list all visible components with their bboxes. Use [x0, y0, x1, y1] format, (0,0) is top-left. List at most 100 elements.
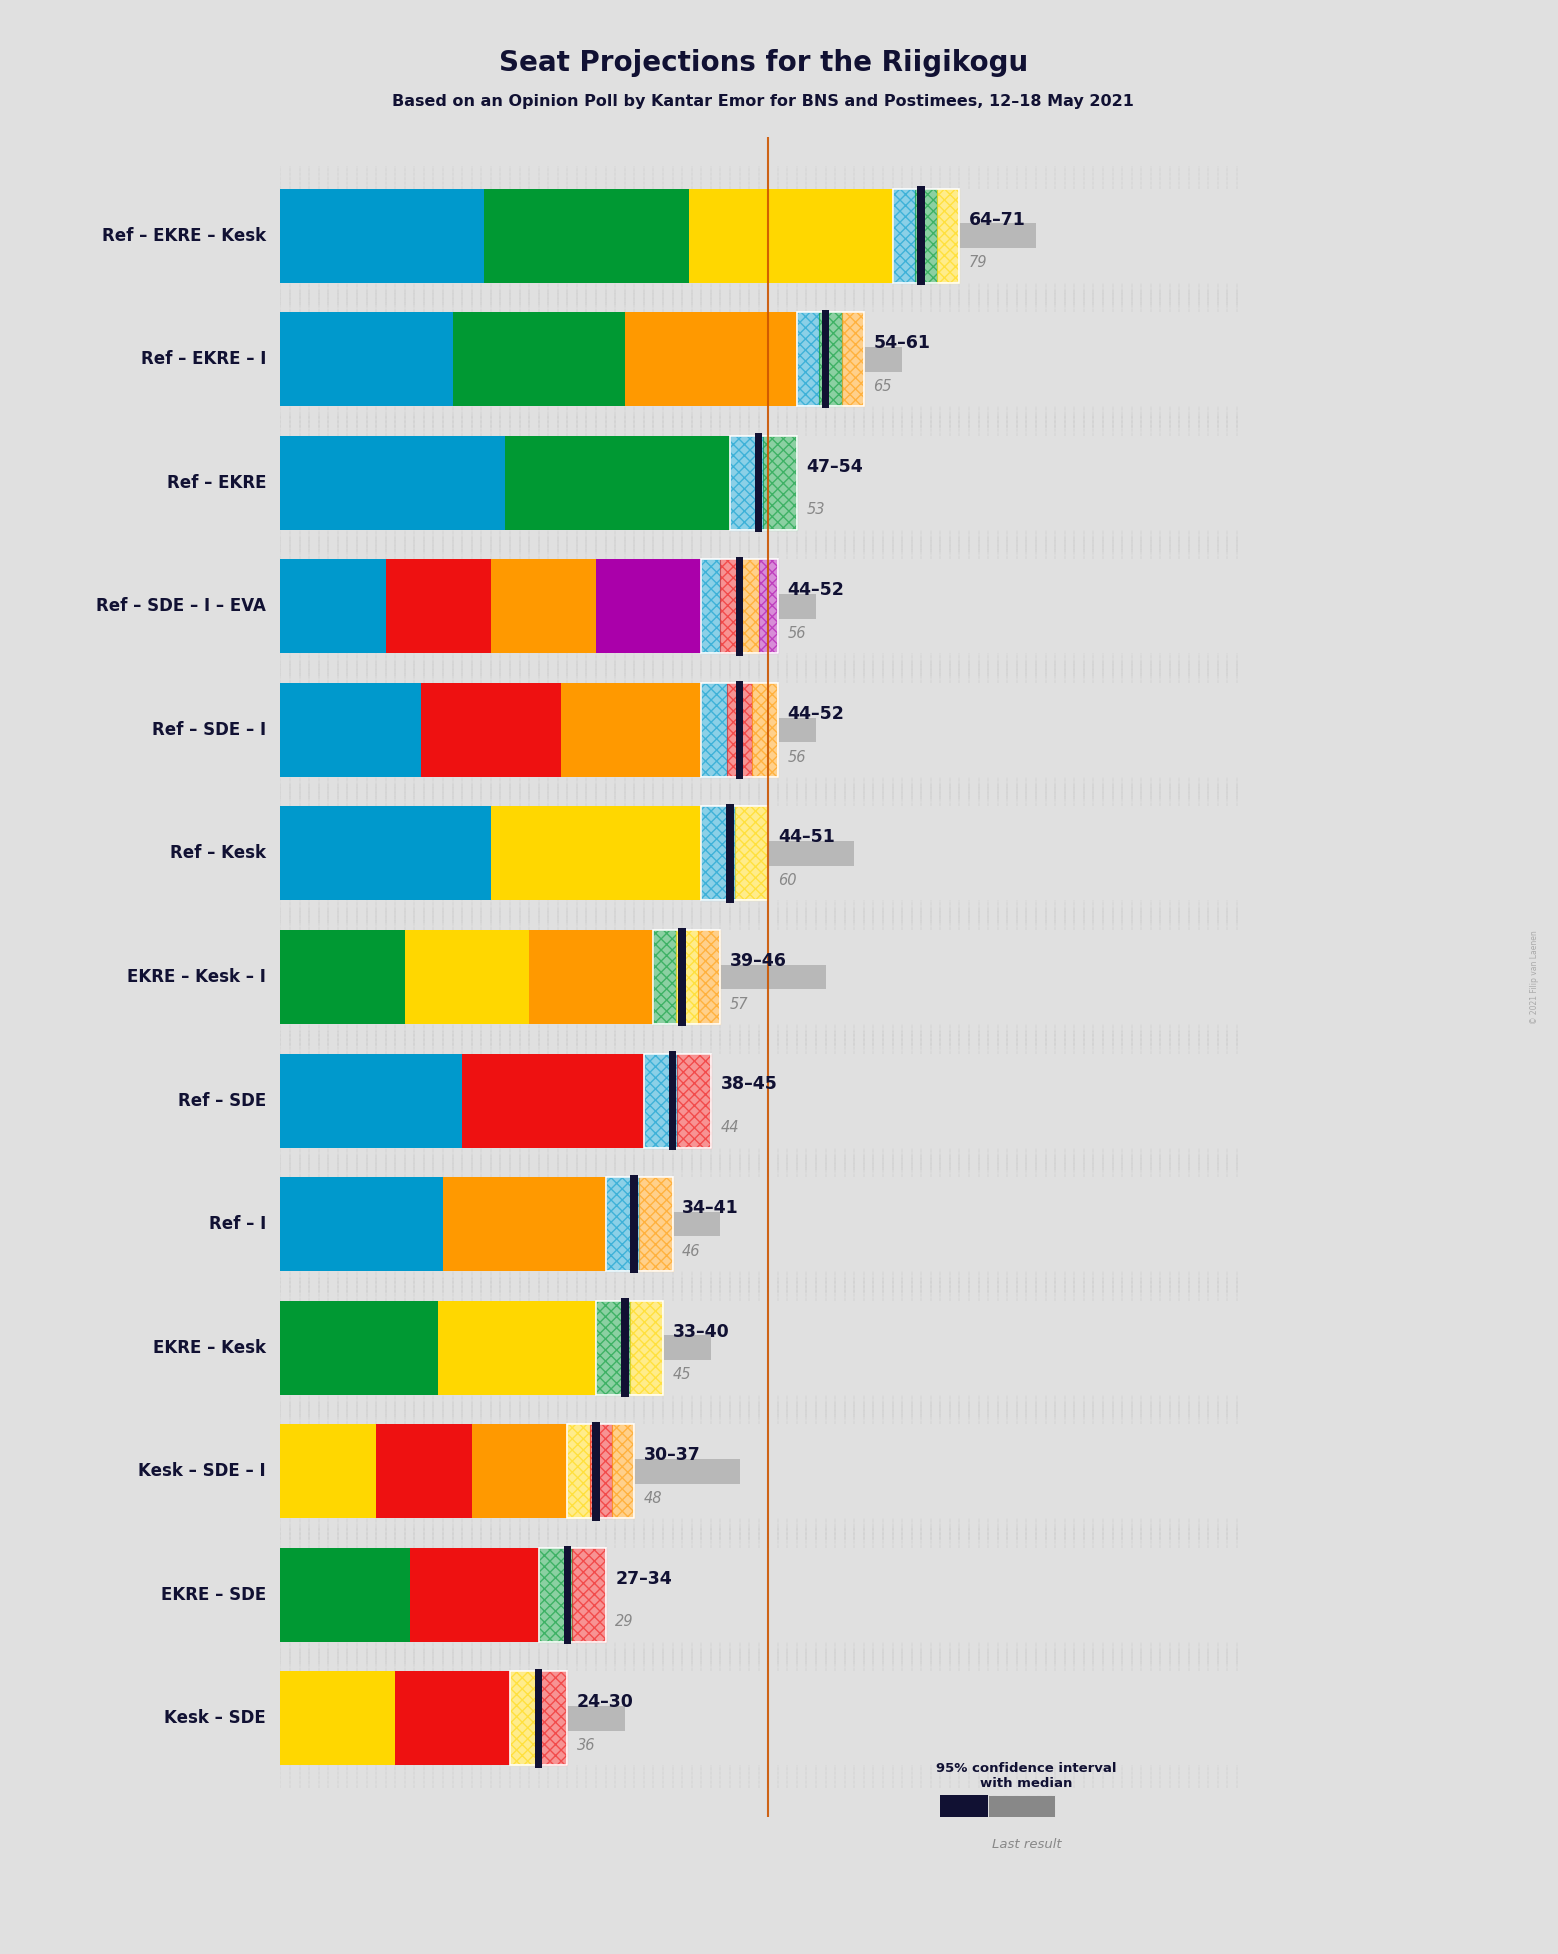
- Bar: [375, 1424, 472, 1518]
- Bar: [592, 1423, 600, 1520]
- Text: 57: 57: [731, 997, 748, 1012]
- Bar: [629, 1301, 664, 1395]
- Text: Ref – SDE – I: Ref – SDE – I: [153, 721, 266, 739]
- Bar: [941, 1850, 1055, 1862]
- Bar: [625, 313, 796, 406]
- Bar: [720, 559, 740, 653]
- Bar: [701, 559, 720, 653]
- Bar: [280, 807, 491, 901]
- Bar: [701, 684, 777, 778]
- Text: 24–30: 24–30: [576, 1694, 634, 1712]
- Bar: [726, 805, 734, 903]
- Bar: [676, 930, 698, 1024]
- Text: 44: 44: [720, 1120, 738, 1135]
- Text: 47–54: 47–54: [807, 457, 863, 475]
- Bar: [731, 436, 763, 530]
- Bar: [280, 1424, 375, 1518]
- Text: 45: 45: [673, 1368, 692, 1381]
- Bar: [280, 471, 787, 494]
- Bar: [606, 1176, 639, 1272]
- Bar: [410, 1548, 539, 1641]
- Text: Ref – EKRE – Kesk: Ref – EKRE – Kesk: [101, 227, 266, 244]
- Bar: [893, 190, 960, 283]
- Bar: [280, 1053, 463, 1147]
- Bar: [280, 840, 854, 866]
- Text: Based on an Opinion Poll by Kantar Emor for BNS and Postimees, 12–18 May 2021: Based on an Opinion Poll by Kantar Emor …: [393, 94, 1134, 109]
- Text: 48: 48: [643, 1491, 662, 1507]
- Text: Ref – SDE – I – EVA: Ref – SDE – I – EVA: [97, 598, 266, 616]
- Bar: [572, 1548, 606, 1641]
- Bar: [280, 348, 902, 371]
- Bar: [606, 1176, 639, 1272]
- Bar: [280, 1211, 720, 1237]
- Bar: [631, 1174, 639, 1274]
- Bar: [564, 1546, 572, 1643]
- Bar: [539, 1671, 567, 1764]
- Bar: [701, 559, 720, 653]
- Text: 36: 36: [576, 1737, 595, 1753]
- Bar: [918, 186, 925, 285]
- Bar: [622, 1297, 628, 1397]
- Bar: [280, 1088, 701, 1114]
- Text: 44–52: 44–52: [787, 580, 844, 600]
- Text: EKRE – Kesk: EKRE – Kesk: [153, 1338, 266, 1356]
- Bar: [731, 436, 763, 530]
- Bar: [539, 1548, 572, 1641]
- Bar: [280, 965, 826, 989]
- Bar: [941, 1796, 988, 1825]
- Text: 54–61: 54–61: [874, 334, 930, 352]
- Text: Ref – SDE: Ref – SDE: [178, 1092, 266, 1110]
- Bar: [280, 1706, 625, 1731]
- Bar: [597, 559, 701, 653]
- Bar: [676, 930, 698, 1024]
- Bar: [841, 313, 863, 406]
- Bar: [678, 928, 686, 1026]
- Bar: [701, 684, 726, 778]
- Bar: [796, 313, 820, 406]
- Text: Ref – EKRE – I: Ref – EKRE – I: [140, 350, 266, 367]
- Bar: [612, 1424, 634, 1518]
- Bar: [701, 684, 726, 778]
- Bar: [735, 807, 768, 901]
- Bar: [472, 1424, 567, 1518]
- Bar: [561, 684, 701, 778]
- Bar: [735, 557, 743, 657]
- Bar: [509, 1671, 539, 1764]
- Bar: [698, 930, 720, 1024]
- Bar: [753, 684, 777, 778]
- Bar: [280, 190, 485, 283]
- Bar: [740, 559, 759, 653]
- Text: EKRE – Kesk – I: EKRE – Kesk – I: [128, 967, 266, 987]
- Bar: [726, 684, 753, 778]
- Text: 64–71: 64–71: [969, 211, 1025, 229]
- Bar: [841, 313, 863, 406]
- Bar: [509, 1671, 539, 1764]
- Text: 44–52: 44–52: [787, 705, 844, 723]
- Bar: [735, 807, 768, 901]
- Text: 34–41: 34–41: [682, 1200, 738, 1217]
- Bar: [606, 1176, 673, 1272]
- Bar: [653, 930, 676, 1024]
- Bar: [280, 559, 386, 653]
- Bar: [988, 1796, 1055, 1825]
- Bar: [280, 223, 1036, 248]
- Bar: [280, 1176, 442, 1272]
- Bar: [763, 436, 796, 530]
- Bar: [796, 313, 863, 406]
- Bar: [701, 807, 735, 901]
- Bar: [893, 190, 915, 283]
- Bar: [701, 807, 768, 901]
- Text: 56: 56: [787, 750, 805, 764]
- Text: 27–34: 27–34: [615, 1569, 671, 1589]
- Bar: [491, 559, 597, 653]
- Bar: [701, 559, 777, 653]
- Bar: [689, 190, 893, 283]
- Bar: [589, 1424, 612, 1518]
- Bar: [463, 1053, 643, 1147]
- Bar: [678, 1053, 710, 1147]
- Text: 53: 53: [807, 502, 824, 518]
- Bar: [740, 559, 759, 653]
- Bar: [821, 311, 829, 408]
- Bar: [735, 680, 743, 780]
- Bar: [485, 190, 689, 283]
